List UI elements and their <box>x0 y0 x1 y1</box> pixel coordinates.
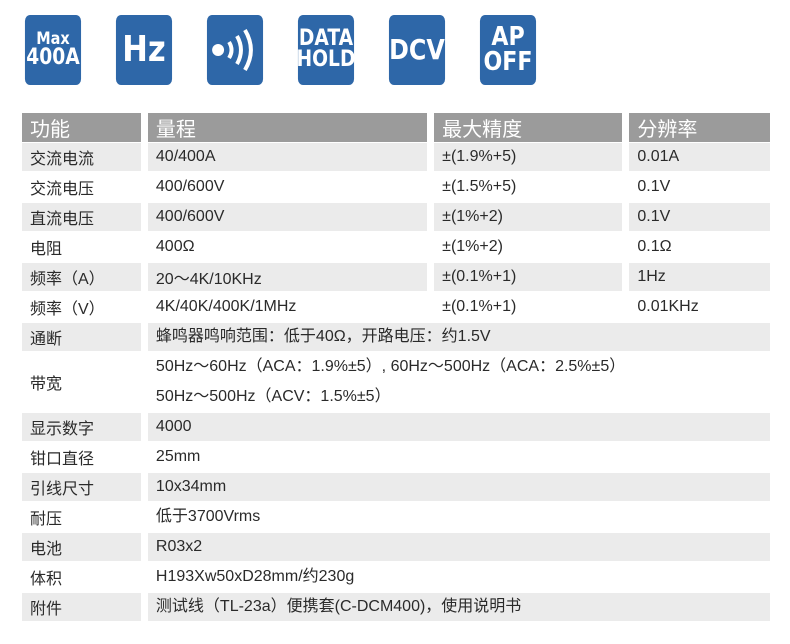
table-row: 频率（A） 20～4K/10KHz ±(0.1%+1) 1Hz <box>22 263 770 291</box>
max-400a-icon: Max 400A <box>24 15 82 85</box>
spec-value-line: 低于3700Vrms <box>155 508 261 525</box>
spec-value-line: 25mm <box>155 448 201 465</box>
spec-value-line: 4000 <box>155 418 192 435</box>
spec-value-line: 测试线（TL-23a）便携套(C-DCM400)，使用说明书 <box>155 598 522 615</box>
header-resolution: 分辨率 <box>629 113 770 142</box>
function-cell: 直流电压 <box>22 203 141 231</box>
accuracy-cell: ±(1.9%+5) <box>434 143 623 171</box>
function-cell: 频率（V） <box>30 301 105 318</box>
header-accuracy: 最大精度 <box>434 113 623 142</box>
function-cell: 体积 <box>30 571 63 588</box>
table-header: 功能 量程 最大精度 分辨率 <box>22 113 770 142</box>
table-row: 体积 H193Xw50xD28mm/约230g <box>22 563 770 591</box>
spec-value-line: 10x34mm <box>155 478 227 495</box>
function-cell: 交流电压 <box>30 181 95 198</box>
spec-value-cell: 25mm <box>148 443 770 471</box>
table-row: 钳口直径 25mm <box>22 443 770 471</box>
table-row: 显示数字 4000 <box>22 413 770 441</box>
function-cell: 电池 <box>22 533 141 561</box>
resolution-cell: 0.1V <box>629 203 770 231</box>
table-row: 电阻 400Ω ±(1%+2) 0.1Ω <box>22 233 770 261</box>
header-function: 功能 <box>22 113 141 142</box>
icon-text: OFF <box>483 47 533 77</box>
icon-text: DATA <box>298 26 354 52</box>
icon-text: AP <box>491 22 525 53</box>
spec-value-cell: 蜂鸣器鸣响范围：低于40Ω，开路电压：约1.5V <box>147 323 770 351</box>
function-cell: 钳口直径 <box>30 451 95 468</box>
resolution-cell: 0.1V <box>637 178 671 195</box>
spec-value-cell: 50Hz～60Hz（ACA：1.9%±5）, 60Hz～500Hz（ACA：2.… <box>148 353 770 411</box>
resolution-cell: 0.01A <box>629 143 770 171</box>
accuracy-cell: ±(1%+2) <box>442 238 503 255</box>
header-range: 量程 <box>147 113 428 142</box>
range-cell: 4K/40K/400K/1MHz <box>155 298 297 315</box>
table-row: 通断 蜂鸣器鸣响范围：低于40Ω，开路电压：约1.5V <box>22 323 770 351</box>
table-row: 交流电流 40/400A ±(1.9%+5) 0.01A <box>22 143 770 171</box>
dcv-icon: DCV <box>388 15 446 85</box>
feature-icons: Max 400A Hz DATA HOLD DCV AP OFF <box>20 15 541 85</box>
accuracy-cell: ±(1.5%+5) <box>442 178 517 195</box>
spec-table: 功能 量程 最大精度 分辨率 交流电流 40/400A ±(1.9%+5) 0.01A… <box>22 113 770 623</box>
table-row: 电池 R03x2 <box>22 533 770 561</box>
spec-value-line: H193Xw50xD28mm/约230g <box>155 568 355 585</box>
resolution-cell: 1Hz <box>629 263 770 291</box>
icon-text: DCV <box>389 32 445 66</box>
range-cell: 400Ω <box>155 238 195 255</box>
spec-value-cell: H193Xw50xD28mm/约230g <box>148 563 770 591</box>
continuity-beep-icon <box>206 15 264 85</box>
table-row: 交流电压 400/600V ±(1.5%+5) 0.1V <box>22 173 770 201</box>
resolution-cell: 0.01KHz <box>637 298 699 315</box>
icon-text: Max <box>36 29 70 50</box>
spec-value-cell: 10x34mm <box>147 473 770 501</box>
spec-value-line: 50Hz～500Hz（ACV：1.5%±5） <box>155 388 391 405</box>
accuracy-cell: ±(0.1%+1) <box>442 298 517 315</box>
spec-value-line: R03x2 <box>155 538 203 555</box>
function-cell: 显示数字 <box>22 413 141 441</box>
table-row: 附件 测试线（TL-23a）便携套(C-DCM400)，使用说明书 <box>22 593 770 621</box>
table-row: 耐压 低于3700Vrms <box>22 503 770 531</box>
spec-value-line: 蜂鸣器鸣响范围：低于40Ω，开路电压：约1.5V <box>155 328 491 345</box>
function-cell: 交流电流 <box>22 143 141 171</box>
function-cell: 通断 <box>22 323 141 351</box>
function-cell: 电阻 <box>30 241 63 258</box>
spec-value-line: 50Hz～60Hz（ACA：1.9%±5）, 60Hz～500Hz（ACA：2.… <box>155 358 626 375</box>
icon-text: Hz <box>122 28 166 70</box>
spec-value-cell: R03x2 <box>147 533 770 561</box>
icon-text: 400A <box>26 44 80 70</box>
function-cell: 耐压 <box>30 511 63 528</box>
spec-value-cell: 低于3700Vrms <box>148 503 770 531</box>
accuracy-cell: ±(0.1%+1) <box>434 263 623 291</box>
range-cell: 400/600V <box>147 203 428 231</box>
table-row: 带宽 50Hz～60Hz（ACA：1.9%±5）, 60Hz～500Hz（ACA：… <box>22 353 770 411</box>
resolution-cell: 0.1Ω <box>637 238 672 255</box>
function-cell: 带宽 <box>30 376 63 393</box>
data-hold-icon: DATA HOLD <box>296 15 356 85</box>
spec-value-cell: 测试线（TL-23a）便携套(C-DCM400)，使用说明书 <box>147 593 770 621</box>
spec-value-cell: 4000 <box>147 413 770 441</box>
icon-text: HOLD <box>296 47 356 72</box>
table-row: 引线尺寸 10x34mm <box>22 473 770 501</box>
range-cell: 400/600V <box>155 178 225 195</box>
hz-icon: Hz <box>115 15 173 85</box>
function-cell: 频率（A） <box>22 263 141 291</box>
range-cell: 20～4K/10KHz <box>147 263 428 291</box>
auto-power-off-icon: AP OFF <box>479 15 537 85</box>
table-row: 直流电压 400/600V ±(1%+2) 0.1V <box>22 203 770 231</box>
function-cell: 引线尺寸 <box>22 473 141 501</box>
function-cell: 附件 <box>22 593 141 621</box>
table-row: 频率（V） 4K/40K/400K/1MHz ±(0.1%+1) 0.01KHz <box>22 293 770 321</box>
range-cell: 40/400A <box>147 143 428 171</box>
accuracy-cell: ±(1%+2) <box>434 203 623 231</box>
